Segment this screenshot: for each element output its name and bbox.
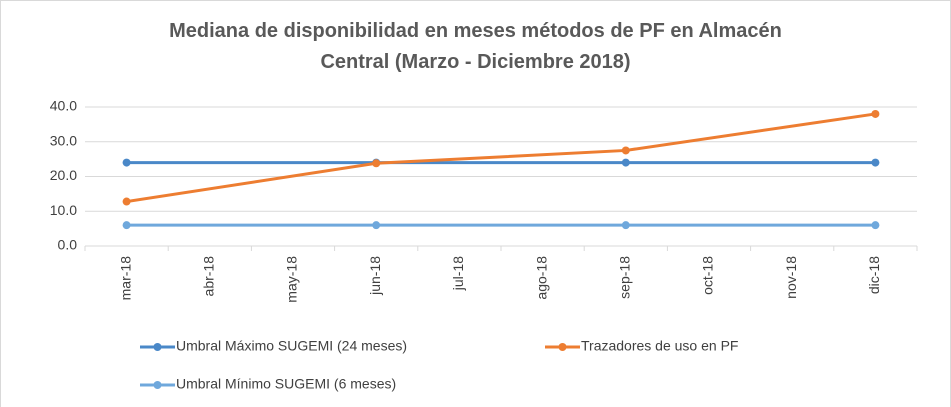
point: [871, 221, 880, 230]
y-tick-label: 20.0: [50, 167, 77, 183]
x-tick-label: jun-18: [367, 256, 383, 296]
point: [621, 146, 630, 155]
point: [372, 159, 381, 168]
point: [871, 158, 880, 167]
legend-marker: [558, 343, 567, 351]
point: [122, 158, 131, 167]
point: [122, 221, 131, 230]
x-tick-label: abr-18: [201, 256, 217, 297]
x-tick-label: jul-18: [450, 256, 466, 291]
x-tick-label: nov-18: [783, 256, 799, 299]
y-tick-label: 0.0: [58, 237, 78, 253]
title-box: Mediana de disponibilidad en meses métod…: [0, 16, 951, 78]
legend-marker: [153, 343, 162, 351]
y-tick-label: 10.0: [50, 202, 77, 218]
point: [871, 109, 880, 118]
legend-label: Trazadores de uso en PF: [581, 338, 738, 354]
x-tick-label: ago-18: [533, 256, 549, 300]
x-tick-label: oct-18: [700, 256, 716, 295]
legend-label: Umbral Mínimo SUGEMI (6 meses): [176, 376, 396, 392]
legend-marker: [153, 381, 162, 389]
y-tick-label: 40.0: [50, 98, 77, 114]
x-tick-label: mar-18: [117, 256, 133, 301]
legend-label: Umbral Máximo SUGEMI (24 meses): [176, 338, 407, 354]
chart-title: Mediana de disponibilidad en meses métod…: [169, 20, 782, 73]
y-tick-label: 30.0: [50, 132, 77, 148]
point: [621, 221, 630, 230]
series-line: [126, 112, 876, 204]
x-tick-label: sep-18: [617, 256, 633, 299]
x-tick-label: may-18: [284, 256, 300, 303]
point: [621, 158, 630, 167]
point: [122, 197, 131, 206]
x-tick-label: dic-18: [866, 256, 882, 294]
point: [372, 221, 381, 230]
